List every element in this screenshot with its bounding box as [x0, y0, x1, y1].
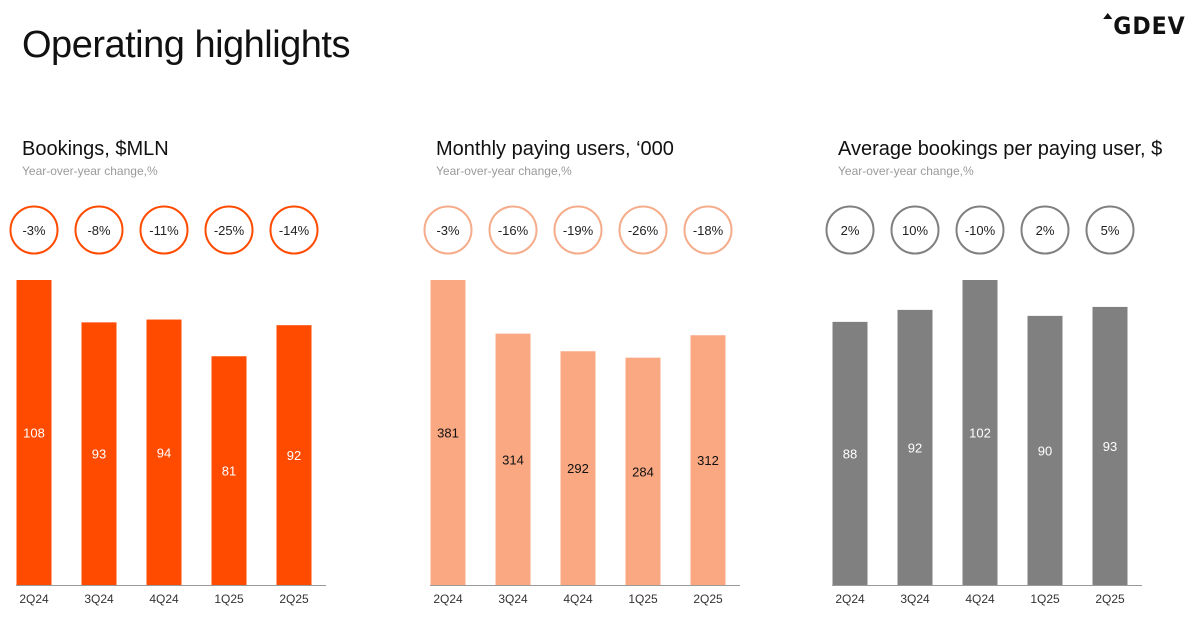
bar-value-label: 108 [23, 426, 45, 441]
yoy-change-label: -16% [498, 223, 529, 238]
gdev-logo: GDEV [1103, 12, 1186, 40]
bar-value-label: 92 [908, 440, 922, 455]
logo-text: GDEV [1113, 12, 1186, 40]
bar-value-label: 381 [437, 426, 459, 441]
yoy-change-label: -11% [149, 223, 179, 238]
x-tick-label: 2Q24 [433, 592, 463, 606]
bookings-chart: -3% 108 2Q24 -8% 93 3Q24 -11% 94 4Q24 -25% 81 1Q25 -… [9, 205, 326, 606]
bar-value-label: 92 [287, 448, 301, 463]
x-tick-label: 4Q24 [149, 592, 179, 606]
bar [81, 322, 117, 585]
yoy-change-circle [1020, 205, 1070, 255]
bar [690, 335, 726, 585]
bar-value-label: 90 [1038, 443, 1052, 458]
x-tick-label: 1Q25 [1030, 592, 1060, 606]
yoy-change-circle [618, 205, 668, 255]
x-tick-label: 2Q25 [1095, 592, 1125, 606]
yoy-change-label: -26% [628, 223, 659, 238]
bar [560, 351, 596, 585]
yoy-change-circle [74, 205, 124, 255]
bar [962, 280, 998, 585]
yoy-change-label: 2% [841, 223, 860, 238]
logo-mark-icon [1103, 13, 1113, 19]
bar-value-label: 93 [1103, 439, 1117, 454]
bar-value-label: 81 [222, 464, 236, 479]
yoy-change-label: -3% [22, 223, 46, 238]
yoy-change-label: -19% [563, 223, 594, 238]
yoy-change-label: -8% [87, 223, 111, 238]
paying-users-panel: Monthly paying users, ‘000 Year-over-yea… [423, 130, 790, 628]
x-tick-label: 3Q24 [498, 592, 528, 606]
x-tick-label: 2Q25 [693, 592, 723, 606]
x-tick-label: 4Q24 [563, 592, 593, 606]
x-tick-label: 4Q24 [965, 592, 995, 606]
arppu-panel: Average bookings per paying user, $ Year… [825, 130, 1192, 628]
bar [146, 319, 182, 585]
bar [430, 280, 466, 585]
x-tick-label: 1Q25 [214, 592, 244, 606]
bar-value-label: 102 [969, 426, 991, 441]
arppu-title: Average bookings per paying user, $ [838, 138, 1163, 160]
yoy-change-label: -3% [436, 223, 460, 238]
arppu-subtitle: Year-over-year change,% [838, 164, 974, 178]
yoy-change-label: 5% [1101, 223, 1120, 238]
bar [625, 357, 661, 585]
x-tick-label: 2Q24 [835, 592, 865, 606]
yoy-change-circle [423, 205, 473, 255]
bookings-title: Bookings, $MLN [22, 138, 169, 160]
bar-value-label: 312 [697, 453, 719, 468]
bar [495, 333, 531, 585]
yoy-change-label: -18% [693, 223, 724, 238]
bar [211, 356, 247, 585]
yoy-change-circle [955, 205, 1005, 255]
yoy-change-circle [683, 205, 733, 255]
yoy-change-label: -25% [214, 223, 245, 238]
bar [276, 325, 312, 585]
yoy-change-circle [553, 205, 603, 255]
x-tick-label: 3Q24 [84, 592, 114, 606]
yoy-change-circle [9, 205, 59, 255]
yoy-change-label: -14% [279, 223, 310, 238]
bar [897, 309, 933, 585]
bar-value-label: 292 [567, 461, 589, 476]
bar [1092, 306, 1128, 585]
bar [1027, 315, 1063, 585]
bar [16, 280, 52, 585]
x-tick-label: 2Q25 [279, 592, 309, 606]
bookings-panel: Bookings, $MLN Year-over-year change,% -… [9, 130, 376, 628]
bar-value-label: 314 [502, 452, 524, 467]
yoy-change-label: 10% [902, 223, 928, 238]
bar-value-label: 94 [157, 445, 171, 460]
bar [832, 321, 868, 585]
page-title: Operating highlights [22, 24, 351, 66]
paying-users-chart: -3% 381 2Q24 -16% 314 3Q24 -19% 292 4Q24 -26% 284 1… [423, 205, 740, 606]
yoy-change-circle [204, 205, 254, 255]
x-tick-label: 3Q24 [900, 592, 930, 606]
yoy-change-circle [139, 205, 189, 255]
yoy-change-label: 2% [1036, 223, 1055, 238]
arppu-chart: 2% 88 2Q24 10% 92 3Q24 -10% 102 4Q24 2% 90 1Q25 5% 93… [825, 205, 1142, 606]
x-tick-label: 1Q25 [628, 592, 658, 606]
yoy-change-circle [1085, 205, 1135, 255]
yoy-change-circle [488, 205, 538, 255]
yoy-change-circle [269, 205, 319, 255]
bookings-subtitle: Year-over-year change,% [22, 164, 158, 178]
x-tick-label: 2Q24 [19, 592, 49, 606]
bar-value-label: 88 [843, 446, 857, 461]
bar-value-label: 93 [92, 447, 106, 462]
paying-users-title: Monthly paying users, ‘000 [436, 138, 674, 160]
paying-users-subtitle: Year-over-year change,% [436, 164, 572, 178]
yoy-change-circle [890, 205, 940, 255]
yoy-change-label: -10% [965, 223, 996, 238]
yoy-change-circle [825, 205, 875, 255]
bar-value-label: 284 [632, 464, 654, 479]
